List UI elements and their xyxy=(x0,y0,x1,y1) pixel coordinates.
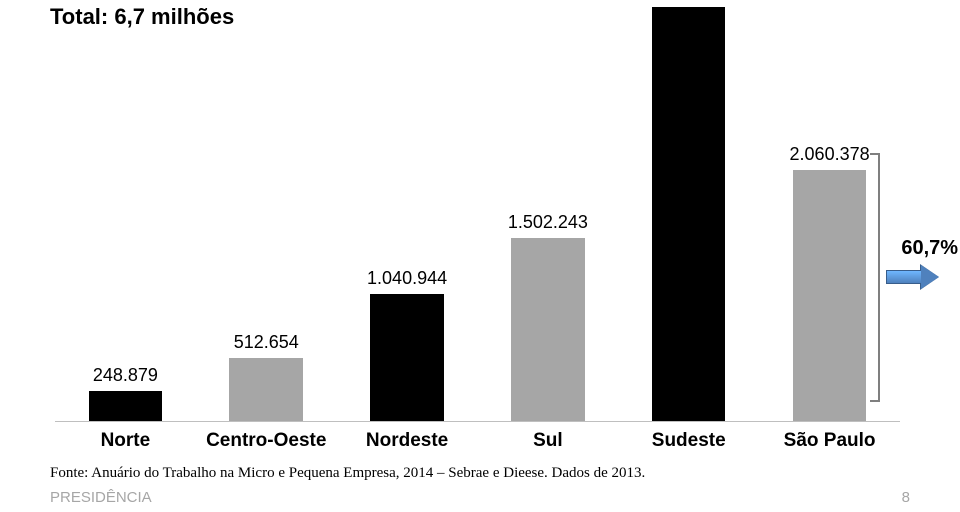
footer-left: PRESIDÊNCIA xyxy=(50,489,152,506)
x-axis-label: Sul xyxy=(487,430,610,452)
bar: 512.654 xyxy=(229,358,303,421)
slide: Total: 6,7 milhões 248.879512.6541.040.9… xyxy=(0,0,960,512)
bar-value-label: 3.395.401 xyxy=(637,0,740,2)
bar: 1.040.944 xyxy=(370,294,444,421)
bar-value-label: 1.502.243 xyxy=(496,212,599,233)
x-axis-label: Norte xyxy=(64,430,187,452)
bar-chart: 248.879 512.654 1.040.944 1.502.243 3.395.40… xyxy=(55,0,900,422)
bar: 3.395.401 xyxy=(652,7,726,421)
bar: 1.502.243 xyxy=(511,238,585,421)
bar-value-label: 2.060.378 xyxy=(778,144,881,165)
arrow-icon xyxy=(886,265,940,289)
group-bracket xyxy=(870,153,880,402)
x-axis-label: Nordeste xyxy=(346,430,469,452)
footer: PRESIDÊNCIA 8 xyxy=(50,489,910,506)
bar-value-label: 1.040.944 xyxy=(356,268,459,289)
bar: 248.879 xyxy=(89,391,163,421)
x-axis-label: Sudeste xyxy=(627,430,750,452)
x-axis-label: Centro-Oeste xyxy=(205,430,328,452)
page-number: 8 xyxy=(902,489,910,506)
bar-value-label: 512.654 xyxy=(215,332,318,353)
source-text: Fonte: Anuário do Trabalho na Micro e Pe… xyxy=(50,465,645,482)
percent-label: 60,7% xyxy=(901,237,958,260)
bar-value-label: 248.879 xyxy=(74,365,177,386)
x-axis-label: São Paulo xyxy=(768,430,891,452)
bar: 2.060.378 xyxy=(793,170,867,421)
x-axis-labels: Norte Centro-Oeste Nordeste Sul Sudeste São P… xyxy=(55,428,900,456)
